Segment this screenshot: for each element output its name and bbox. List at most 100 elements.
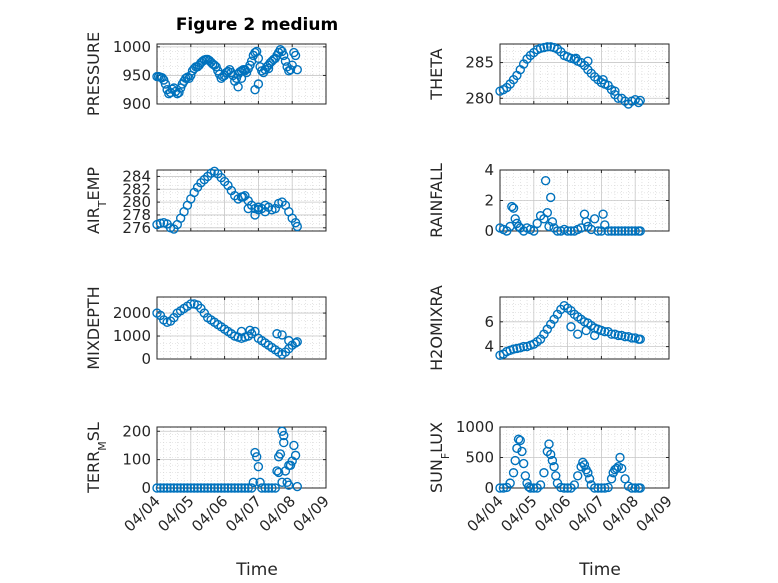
panel-7-data-point — [253, 462, 264, 472]
panel-4-data-point — [576, 223, 586, 233]
panel-1-data-point — [181, 73, 191, 83]
panel-2-data-point — [598, 75, 608, 85]
panel-3-data-point — [243, 203, 253, 214]
panel-4-data-point — [529, 226, 539, 236]
panel-7-data-point — [172, 483, 182, 493]
panel-7-data-point — [252, 452, 262, 462]
panel-8-data-point — [515, 435, 525, 446]
panel-4-y-tick-label: 2 — [484, 192, 494, 210]
panel-7-data-point — [243, 483, 253, 493]
panel-8-data-point — [539, 468, 549, 478]
panel-8-x-tick-label: 04/06 — [531, 492, 574, 535]
panel-6-data-point — [512, 343, 522, 354]
panel-8-data-point — [579, 460, 590, 470]
panel-7-data-point — [267, 483, 277, 493]
panel-3-y-axis-label-suffix: EMP — [84, 167, 103, 201]
panel-8-x-tick-label: 04/08 — [599, 492, 642, 535]
panel-1-y-tick-label: 1000 — [113, 38, 151, 56]
panel-3-y-tick-label: 278 — [122, 206, 151, 224]
panel-7-data-point — [255, 477, 265, 488]
panel-2-data-point — [539, 42, 549, 53]
panel-7-data-point — [226, 483, 237, 493]
panel-8-y-tick-label: 0 — [484, 479, 494, 497]
panel-8-data-point — [549, 461, 559, 472]
panel-3-data-point — [292, 221, 302, 232]
panel-4-data-point — [508, 203, 519, 213]
panel-4-data-point — [623, 226, 634, 236]
panel-8-data-point — [510, 455, 520, 466]
panel-4-data-point — [540, 175, 551, 186]
panel-2-axes-box — [499, 43, 670, 105]
panel-2-y-axis-label: THETA — [427, 48, 446, 100]
panel-6-data-point — [635, 334, 645, 344]
panel-7-data-point — [196, 483, 206, 493]
panel-4-data-point — [589, 214, 600, 224]
panel-8-data-point — [508, 468, 519, 478]
panel-3-y-tick-label: 276 — [122, 219, 151, 237]
panel-4-y-tick-label: 0 — [484, 222, 494, 240]
panel-3-data-point — [155, 218, 166, 228]
panel-4-data-point — [552, 226, 563, 236]
panel-6-data-point — [581, 325, 591, 336]
panel-8-data-point — [544, 439, 554, 449]
panel-8-data-point — [583, 468, 593, 478]
panel-7-data-point — [169, 483, 179, 493]
panel-4-data-point — [542, 207, 553, 218]
panel-7-data-point — [236, 483, 247, 493]
panel-2-data-point — [535, 43, 546, 53]
panel-7-data-point — [199, 483, 210, 493]
panel-1-data-point — [290, 50, 301, 61]
panel-8-data-point — [615, 452, 625, 463]
panel-4-data-point — [581, 217, 591, 227]
panel-5-data-point — [272, 329, 282, 339]
panel-4-data-point — [620, 226, 630, 236]
panel-4-data-point — [566, 226, 576, 236]
panel-7-data-point — [219, 483, 230, 493]
panel-2-data-point — [610, 86, 620, 96]
panel-4-data-point — [507, 201, 517, 212]
panel-7-data-point — [275, 449, 286, 459]
panel-8-data-point — [596, 483, 607, 493]
panel-8-data-point — [525, 483, 536, 493]
panel-8-x-tick-label: 04/07 — [565, 492, 608, 535]
panel-7-y-axis-label-subscript: M — [96, 441, 109, 451]
panel-7-data-point — [182, 483, 193, 493]
panel-3-y-tick-label: 282 — [122, 180, 151, 198]
panel-2-y-tick-label: 285 — [465, 54, 494, 72]
panel-3-data-point — [260, 207, 270, 217]
panel-7-y-tick-label: 100 — [122, 451, 151, 469]
panel-1-y-axis-label: PRESSURE — [84, 32, 103, 116]
panel-3-y-axis-label: AIRTEMP — [84, 167, 109, 234]
panel-3-data-point — [238, 192, 248, 202]
panel-7-data-point — [179, 483, 189, 493]
panel-7-y-tick-label: 0 — [141, 479, 151, 497]
panel-1-data-point — [236, 73, 247, 83]
panel-8-y-axis-label: SUNFLUX — [427, 422, 452, 493]
panel-8-data-point — [513, 434, 524, 444]
panel-8-data-point — [593, 483, 603, 493]
panel-5-y-tick-label: 0 — [141, 350, 151, 368]
panel-2-data-point — [583, 56, 593, 66]
panel-7-data-point — [250, 447, 260, 458]
panel-4-data-point — [593, 226, 603, 236]
panel-7-data-point — [233, 483, 243, 493]
panel-3-y-tick-label: 280 — [122, 193, 151, 211]
panel-4-data-point — [606, 226, 617, 236]
panel-7-data-point — [246, 483, 257, 493]
panel-7-data-point — [202, 483, 213, 493]
panel-1-data-point — [253, 79, 264, 89]
panel-8-data-point — [547, 455, 558, 466]
panel-4-data-point — [635, 226, 645, 236]
panel-1-data-point — [160, 79, 171, 89]
panel-6-data-point — [566, 322, 576, 332]
panel-7-data-point — [186, 483, 196, 493]
panel-7-data-point — [273, 467, 284, 478]
panel-7-x-tick-label: 04/06 — [188, 492, 231, 535]
panel-7-data-point — [175, 483, 186, 493]
panel-6-y-tick-label: 4 — [484, 338, 494, 356]
panel-4-data-point — [610, 226, 620, 236]
panel-8-y-tick-label: 1000 — [456, 418, 494, 436]
panel-8-x-tick-label: 04/05 — [497, 492, 540, 535]
panel-7-data-point — [263, 483, 274, 493]
panel-1-data-point — [252, 46, 262, 57]
